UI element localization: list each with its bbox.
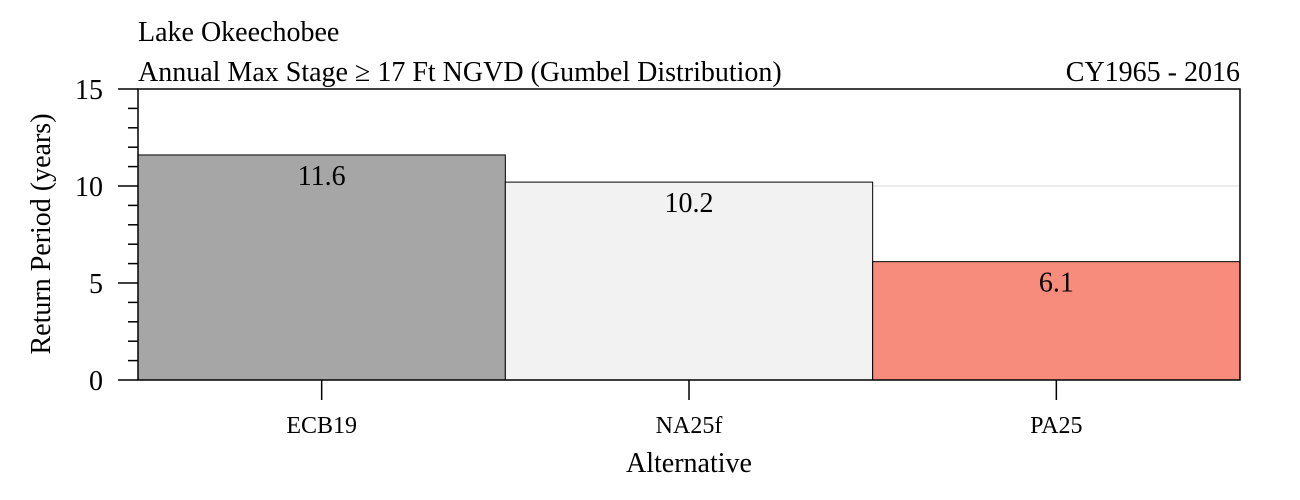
y-axis-title: Return Period (years) <box>26 113 57 354</box>
x-tick-label: NA25f <box>656 413 723 439</box>
y-axis-ticks: 0 5 10 15 <box>75 75 138 397</box>
bars <box>137 154 1241 381</box>
value-label-pa25: 6.1 <box>1039 268 1074 299</box>
y-tick-label: 5 <box>89 269 103 300</box>
chart-period: CY1965 - 2016 <box>1066 57 1240 88</box>
value-label-na25f: 10.2 <box>665 188 714 219</box>
x-axis-title: Alternative <box>626 448 752 479</box>
y-tick-label: 10 <box>75 172 103 203</box>
y-tick-label: 0 <box>89 366 103 397</box>
chart-subtitle: Annual Max Stage ≥ 17 Ft NGVD (Gumbel Di… <box>138 57 782 88</box>
x-tick-label: PA25 <box>1030 413 1082 439</box>
value-label-ecb19: 11.6 <box>298 161 346 192</box>
value-labels: 11.6 10.2 6.1 <box>298 161 1074 299</box>
x-tick-label: ECB19 <box>286 413 357 439</box>
bar-pa25 <box>872 261 1241 381</box>
bar-na25f <box>504 181 874 381</box>
y-tick-label: 15 <box>75 75 103 106</box>
chart-title: Lake Okeechobee <box>138 17 339 48</box>
x-axis-ticks: ECB19 NA25f PA25 <box>286 380 1083 439</box>
